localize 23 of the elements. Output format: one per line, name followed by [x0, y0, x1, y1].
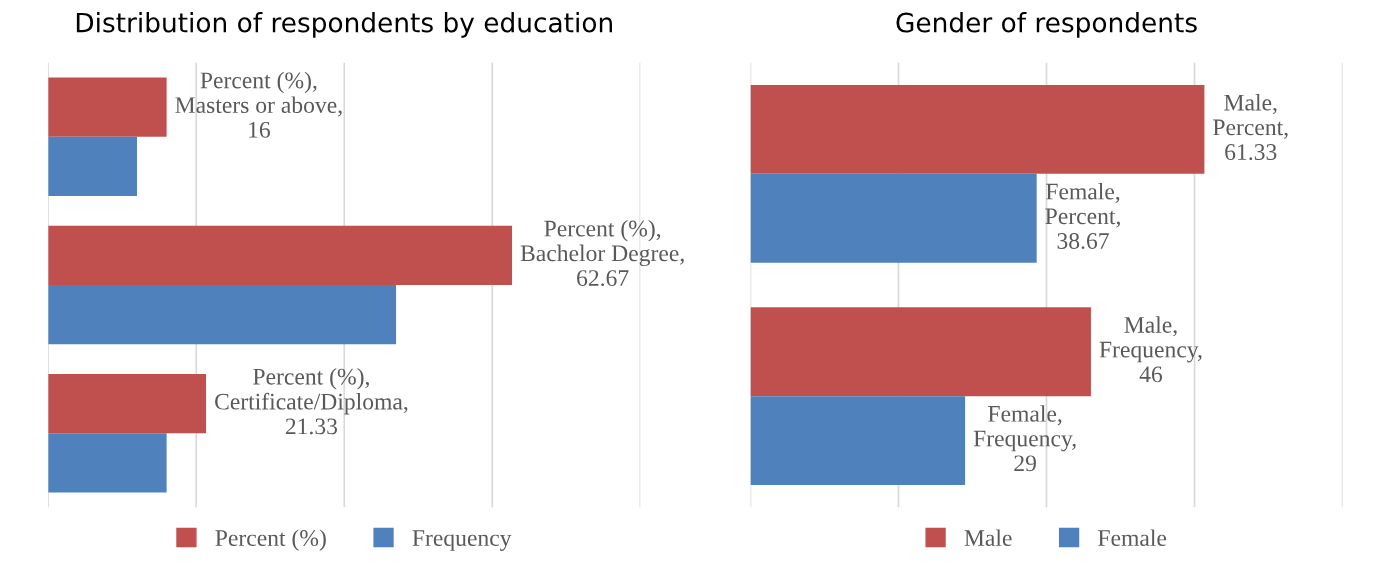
data-label: Percent (%), Masters or above, 16: [175, 71, 342, 138]
data-label: Female, Frequency, 29: [973, 405, 1076, 472]
bar: [48, 433, 167, 493]
bar: [48, 285, 397, 345]
data-label: Percent (%), Certificate/Diploma, 21.33: [215, 368, 408, 435]
bar: [48, 225, 513, 285]
chart-title: Distribution of respondents by education: [76, 12, 612, 38]
bar: [750, 84, 1205, 174]
data-label: Percent (%), Bachelor Degree, 62.67: [520, 219, 684, 287]
chart-title: Gender of respondents: [896, 12, 1197, 38]
data-label: Male, Frequency, 46: [1099, 316, 1202, 383]
bar: [750, 173, 1037, 263]
bar: [750, 307, 1091, 397]
bar: [750, 396, 966, 486]
bar: [48, 373, 207, 434]
legend-label: Frequency: [412, 530, 512, 551]
legend-label: Male: [964, 529, 1012, 547]
data-label: Female, Percent, 38.67: [1045, 182, 1120, 250]
bar: [48, 136, 138, 197]
legend-label: Percent (%): [215, 529, 326, 551]
data-label: Male, Percent, 61.33: [1213, 93, 1288, 161]
bar: [48, 77, 167, 137]
legend-label: Female: [1098, 529, 1167, 547]
